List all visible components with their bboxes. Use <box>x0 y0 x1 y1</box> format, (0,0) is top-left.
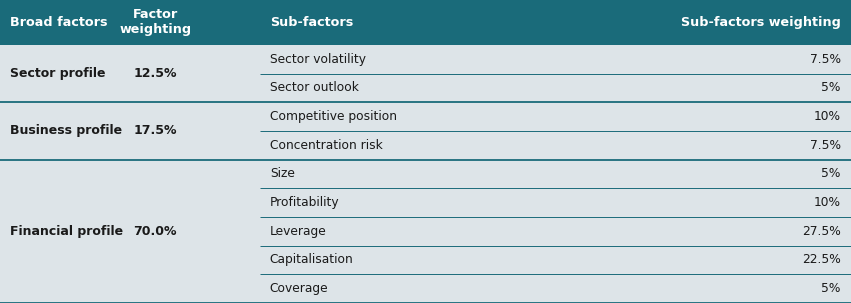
Text: Competitive position: Competitive position <box>270 110 397 123</box>
Text: Business profile: Business profile <box>10 125 123 137</box>
Text: 27.5%: 27.5% <box>802 225 841 238</box>
Text: Capitalisation: Capitalisation <box>270 254 353 266</box>
Text: 7.5%: 7.5% <box>810 53 841 66</box>
Text: 5%: 5% <box>821 282 841 295</box>
Text: 10%: 10% <box>814 110 841 123</box>
Text: Sub-factors weighting: Sub-factors weighting <box>681 16 841 29</box>
Text: Coverage: Coverage <box>270 282 328 295</box>
Text: Leverage: Leverage <box>270 225 327 238</box>
Text: 12.5%: 12.5% <box>134 67 177 80</box>
Text: 70.0%: 70.0% <box>134 225 177 238</box>
Text: Sector volatility: Sector volatility <box>270 53 366 66</box>
Text: Size: Size <box>270 168 294 180</box>
Text: 17.5%: 17.5% <box>134 125 177 137</box>
Text: Sub-factors: Sub-factors <box>270 16 353 29</box>
Text: Broad factors: Broad factors <box>10 16 108 29</box>
Bar <box>0 0 851 45</box>
Text: Sector outlook: Sector outlook <box>270 82 358 94</box>
Text: Factor
weighting: Factor weighting <box>119 8 191 36</box>
Text: 7.5%: 7.5% <box>810 139 841 152</box>
Text: 10%: 10% <box>814 196 841 209</box>
Text: 5%: 5% <box>821 168 841 180</box>
Text: Sector profile: Sector profile <box>10 67 106 80</box>
Text: Profitability: Profitability <box>270 196 340 209</box>
Text: Concentration risk: Concentration risk <box>270 139 382 152</box>
Text: Financial profile: Financial profile <box>10 225 123 238</box>
Text: 22.5%: 22.5% <box>802 254 841 266</box>
Text: 5%: 5% <box>821 82 841 94</box>
Bar <box>0 45 851 303</box>
